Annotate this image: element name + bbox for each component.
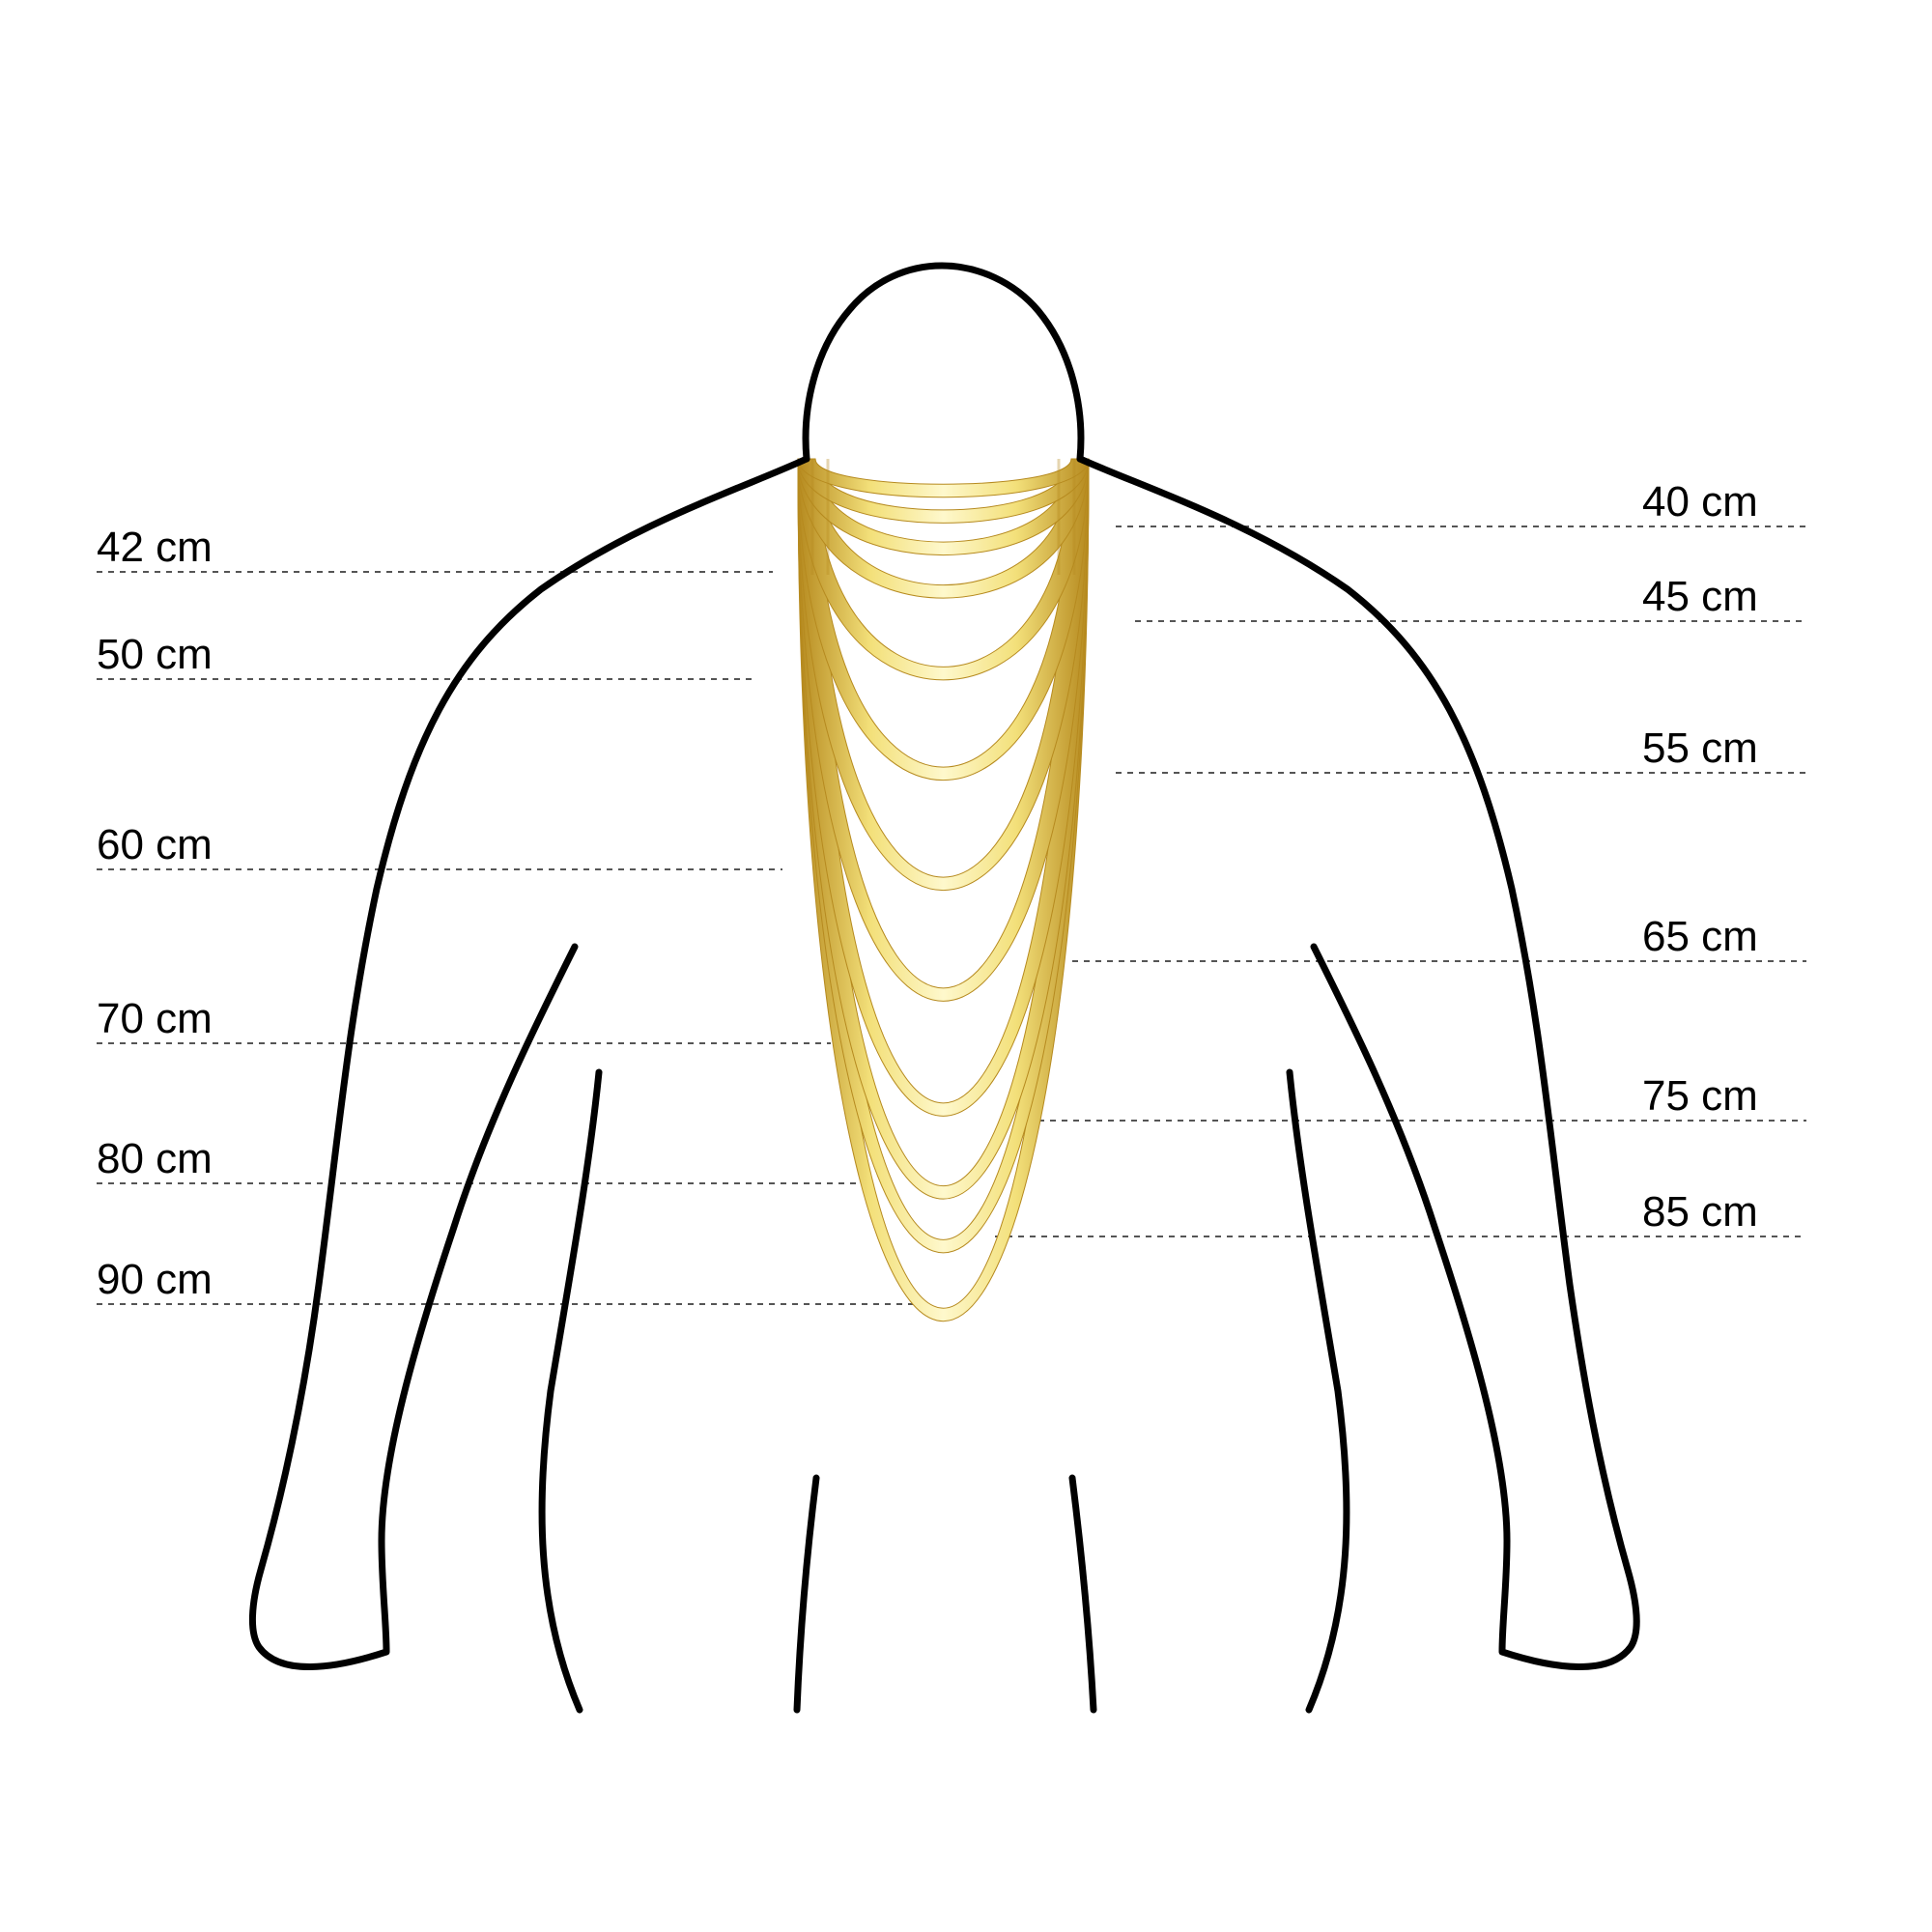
size-label: 75 cm <box>1642 1072 1758 1121</box>
size-label: 55 cm <box>1642 724 1758 773</box>
outline-path <box>542 1072 599 1710</box>
size-label: 42 cm <box>97 524 213 572</box>
necklace-size-guide: 40 cm 45 cm 55 cm 65 cm 75 cm 85 cm 42 cm 50 cm… <box>0 0 1932 1932</box>
outline-path <box>797 1478 816 1710</box>
size-label: 90 cm <box>97 1256 213 1304</box>
size-label: 85 cm <box>1642 1188 1758 1236</box>
size-label: 50 cm <box>97 631 213 679</box>
outline-path <box>1080 459 1636 1667</box>
outline-path <box>1290 1072 1347 1710</box>
size-label: 45 cm <box>1642 573 1758 621</box>
outline-path <box>1072 1478 1094 1710</box>
outline-path <box>806 266 1081 459</box>
size-label: 80 cm <box>97 1135 213 1183</box>
diagram-svg <box>0 0 1932 1932</box>
necklace-chains <box>798 459 1089 1321</box>
size-label: 40 cm <box>1642 478 1758 526</box>
size-label: 60 cm <box>97 821 213 869</box>
size-label: 70 cm <box>97 995 213 1043</box>
size-label: 65 cm <box>1642 913 1758 961</box>
outline-path <box>252 459 807 1667</box>
